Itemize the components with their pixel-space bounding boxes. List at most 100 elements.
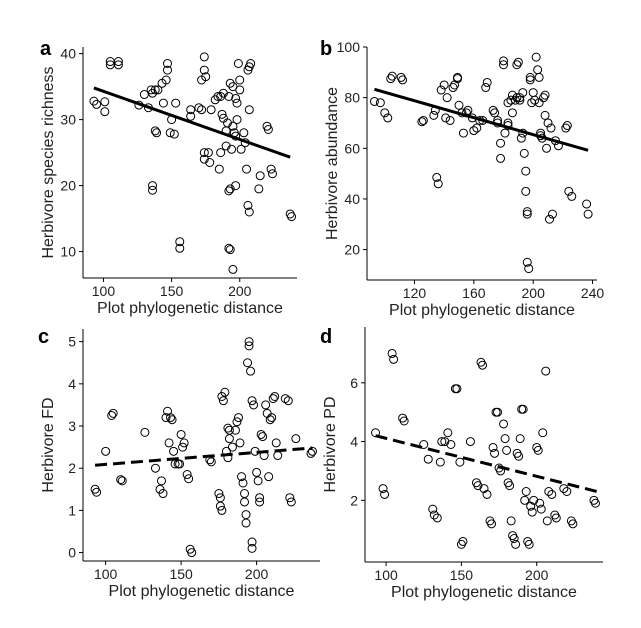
panel-b: 120 160 200 240 20 40 60 80 100 Plot phylogenetic… bbox=[320, 38, 604, 319]
data-point bbox=[184, 474, 194, 484]
data-point bbox=[488, 442, 498, 452]
panel-letter: a bbox=[40, 38, 52, 60]
data-point bbox=[92, 487, 102, 497]
data-point bbox=[231, 181, 241, 191]
data-point bbox=[255, 493, 265, 503]
y-tick-label: 100 bbox=[337, 39, 361, 55]
y-tick-label: 0 bbox=[68, 545, 76, 561]
data-point bbox=[506, 95, 516, 105]
y-tick-label: 20 bbox=[344, 242, 360, 258]
data-point bbox=[582, 199, 592, 209]
data-point bbox=[116, 475, 126, 485]
data-point bbox=[148, 88, 158, 98]
data-point bbox=[156, 476, 166, 486]
data-point bbox=[161, 413, 171, 423]
data-point bbox=[453, 72, 463, 82]
data-point bbox=[530, 95, 540, 105]
data-point bbox=[242, 164, 252, 174]
data-point bbox=[287, 212, 297, 222]
data-point bbox=[232, 115, 242, 125]
data-point bbox=[232, 417, 242, 427]
data-point bbox=[386, 74, 396, 84]
data-point bbox=[247, 396, 257, 406]
data-point bbox=[551, 513, 561, 523]
data-point bbox=[225, 245, 235, 255]
data-point bbox=[266, 164, 276, 174]
data-point bbox=[452, 384, 462, 394]
data-point bbox=[286, 497, 296, 507]
data-point bbox=[445, 115, 455, 125]
data-point bbox=[418, 115, 428, 125]
data-point bbox=[525, 75, 535, 85]
data-point bbox=[169, 129, 179, 139]
y-tick-label: 4 bbox=[350, 434, 358, 450]
data-point bbox=[482, 77, 492, 87]
x-axis-title: Plot phylogenetic distance bbox=[391, 584, 577, 601]
data-point bbox=[439, 80, 449, 90]
data-point bbox=[433, 179, 443, 189]
data-point bbox=[241, 510, 251, 520]
data-point bbox=[218, 88, 228, 98]
data-point bbox=[100, 107, 110, 117]
data-point bbox=[244, 105, 254, 115]
data-point bbox=[227, 442, 237, 452]
x-tick-label: 200 bbox=[245, 566, 269, 582]
data-point bbox=[389, 354, 399, 364]
data-point bbox=[518, 88, 528, 98]
data-point bbox=[477, 360, 487, 370]
data-point bbox=[153, 85, 163, 95]
data-point bbox=[520, 495, 530, 505]
data-point bbox=[529, 495, 539, 505]
panel-letter: d bbox=[320, 326, 332, 348]
data-point bbox=[214, 164, 224, 174]
trend-line bbox=[94, 446, 313, 467]
data-point bbox=[148, 185, 158, 195]
data-point bbox=[255, 497, 265, 507]
data-point bbox=[268, 394, 278, 404]
data-point bbox=[534, 98, 544, 108]
data-point bbox=[199, 52, 209, 62]
y-tick-label: 30 bbox=[60, 112, 76, 128]
x-tick-label: 100 bbox=[94, 566, 118, 582]
data-point bbox=[224, 243, 234, 253]
data-point bbox=[150, 463, 160, 473]
data-point bbox=[488, 105, 498, 115]
data-point bbox=[152, 128, 162, 138]
data-point bbox=[244, 341, 254, 351]
x-tick-label: 150 bbox=[169, 566, 193, 582]
data-point bbox=[150, 85, 160, 95]
data-point bbox=[238, 478, 248, 488]
data-point bbox=[230, 425, 240, 435]
data-point bbox=[199, 65, 209, 75]
data-point bbox=[458, 536, 468, 546]
data-point bbox=[197, 75, 207, 85]
data-point bbox=[437, 437, 447, 447]
x-tick-label: 150 bbox=[450, 567, 474, 583]
data-point bbox=[496, 153, 506, 163]
data-point bbox=[220, 387, 230, 397]
data-point bbox=[158, 98, 168, 108]
x-tick-label: 160 bbox=[462, 285, 486, 301]
data-point bbox=[499, 56, 509, 66]
data-point bbox=[419, 440, 429, 449]
data-point bbox=[221, 141, 231, 151]
data-point bbox=[235, 85, 245, 95]
data-point bbox=[510, 95, 520, 105]
data-point bbox=[265, 415, 275, 425]
data-point bbox=[113, 60, 123, 70]
data-point bbox=[166, 413, 176, 423]
data-point bbox=[176, 429, 186, 439]
data-point bbox=[163, 65, 173, 75]
data-point bbox=[161, 75, 171, 85]
data-point bbox=[514, 451, 524, 461]
data-point bbox=[214, 489, 224, 499]
data-point bbox=[225, 184, 235, 194]
data-point bbox=[273, 451, 283, 461]
data-point bbox=[291, 434, 301, 444]
data-point bbox=[247, 537, 257, 547]
data-point bbox=[218, 396, 228, 406]
data-point bbox=[387, 71, 397, 81]
data-point bbox=[515, 93, 525, 103]
x-tick-label: 150 bbox=[160, 283, 184, 299]
data-point bbox=[399, 416, 409, 426]
